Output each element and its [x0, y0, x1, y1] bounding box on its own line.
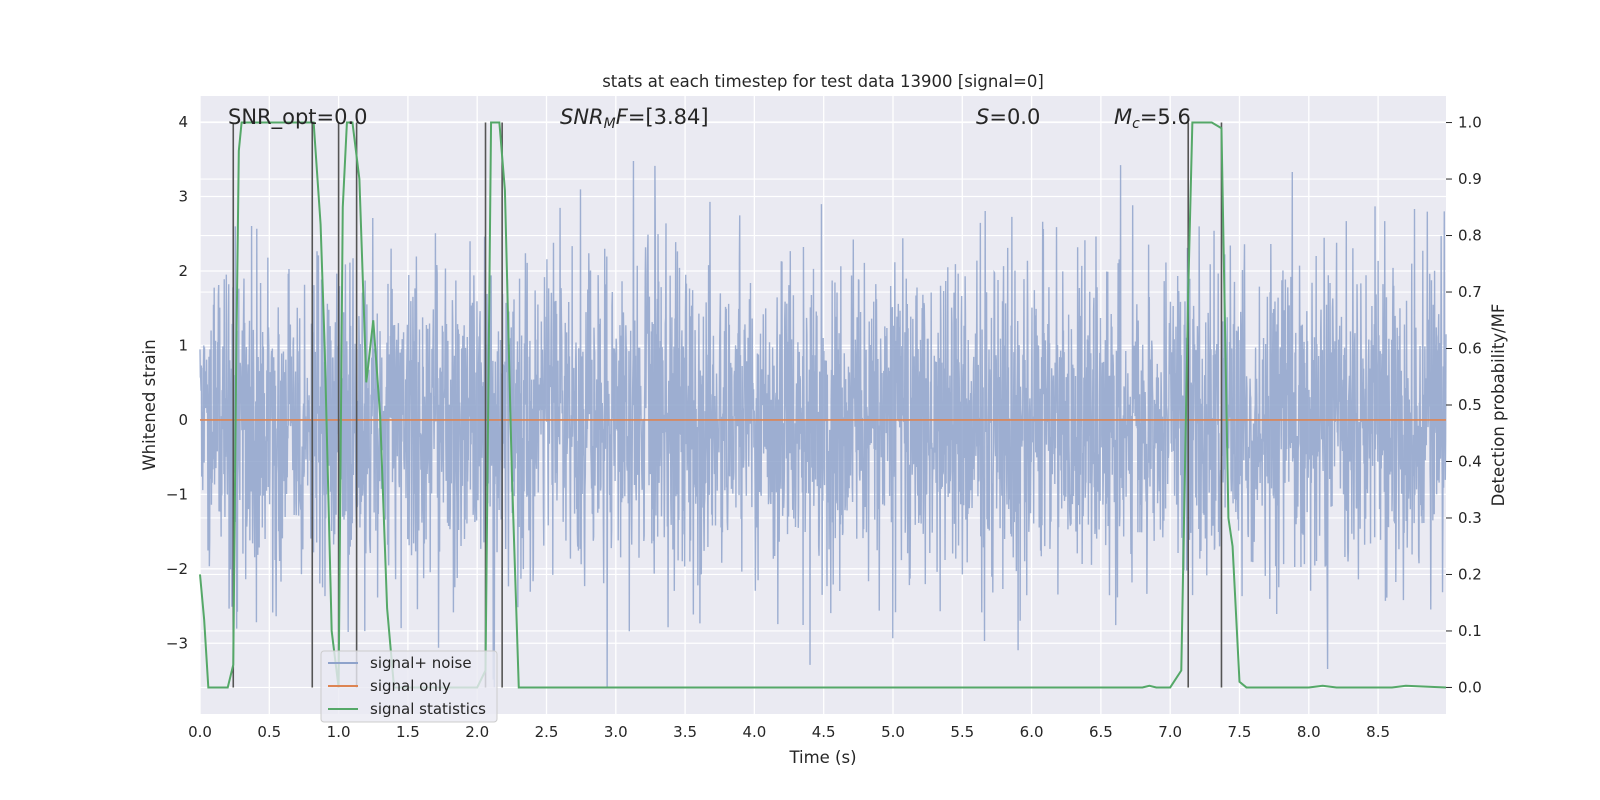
y-axis-label: Whitened strain [140, 339, 159, 470]
y-tick-label: 2 [178, 262, 188, 280]
y2-tick-label: 0.2 [1458, 565, 1482, 583]
legend-label-statistics: signal statistics [370, 700, 486, 718]
y2-tick-label: 0.5 [1458, 396, 1482, 414]
y-tick-label: 0 [178, 411, 188, 429]
y-tick-label: −3 [166, 634, 188, 652]
y2-tick-label: 1.0 [1458, 114, 1482, 132]
x-tick-label: 3.5 [673, 723, 697, 741]
y2-tick-label: 0.1 [1458, 622, 1482, 640]
y2-tick-label: 0.7 [1458, 283, 1482, 301]
x-tick-label: 5.0 [881, 723, 905, 741]
annotation-snr-mf: SNRMF=[3.84] [560, 105, 709, 132]
x-tick-label: 0.5 [257, 723, 281, 741]
series-signal-statistics [199, 121, 1447, 689]
legend-box [320, 650, 498, 723]
x-tick-label: 0.0 [188, 723, 212, 741]
legend-label-noise: signal+ noise [370, 654, 472, 672]
x-tick-label: 8.5 [1366, 723, 1390, 741]
y-tick-label: 1 [178, 336, 188, 354]
legend: signal+ noise signal only signal statist… [320, 650, 498, 723]
chart-title: stats at each timestep for test data 139… [602, 72, 1044, 91]
x-axis-label: Time (s) [788, 748, 856, 767]
x-tick-label: 3.0 [604, 723, 628, 741]
x-tick-labels: 0.0 0.5 1.0 1.5 2.0 2.5 3.0 3.5 4.0 4.5 5.0 5.5 6.0 6… [188, 723, 1390, 741]
x-tick-label: 5.5 [950, 723, 974, 741]
y-tick-label: −2 [166, 560, 188, 578]
x-tick-label: 1.0 [327, 723, 351, 741]
y-tick-labels: −3 −2 −1 0 1 2 3 4 [166, 113, 188, 652]
x-tick-label: 7.5 [1228, 723, 1252, 741]
annotation-s: S=0.0 [976, 105, 1040, 129]
x-tick-label: 6.0 [1020, 723, 1044, 741]
y-tick-label: 4 [178, 113, 188, 131]
y2-tick-label: 0.9 [1458, 170, 1482, 188]
x-tick-label: 1.5 [396, 723, 420, 741]
x-tick-label: 6.5 [1089, 723, 1113, 741]
y-tick-label: −1 [166, 485, 188, 503]
annotation-mc: Mc=5.6 [1114, 105, 1191, 132]
x-tick-label: 8.0 [1297, 723, 1321, 741]
y2-tick-labels: 0.0 0.1 0.2 0.3 0.4 0.5 0.6 0.7 0.8 0.9 1.0 [1446, 114, 1482, 696]
y2-tick-label: 0.3 [1458, 509, 1482, 527]
y2-tick-label: 0.4 [1458, 452, 1482, 470]
x-tick-label: 4.5 [812, 723, 836, 741]
y2-tick-label: 0.6 [1458, 340, 1482, 358]
x-tick-label: 7.0 [1158, 723, 1182, 741]
y-tick-label: 3 [178, 188, 188, 206]
y2-tick-label: 0.0 [1458, 678, 1482, 696]
y2-axis-label: Detection probability/MF [1489, 304, 1508, 507]
x-tick-label: 4.0 [742, 723, 766, 741]
statistics-line [199, 121, 1447, 689]
legend-label-signal-only: signal only [370, 677, 451, 695]
x-tick-label: 2.0 [465, 723, 489, 741]
x-tick-label: 2.5 [535, 723, 559, 741]
annotation-snr-opt: SNR_opt=0.0 [228, 105, 368, 130]
y2-tick-label: 0.8 [1458, 227, 1482, 245]
